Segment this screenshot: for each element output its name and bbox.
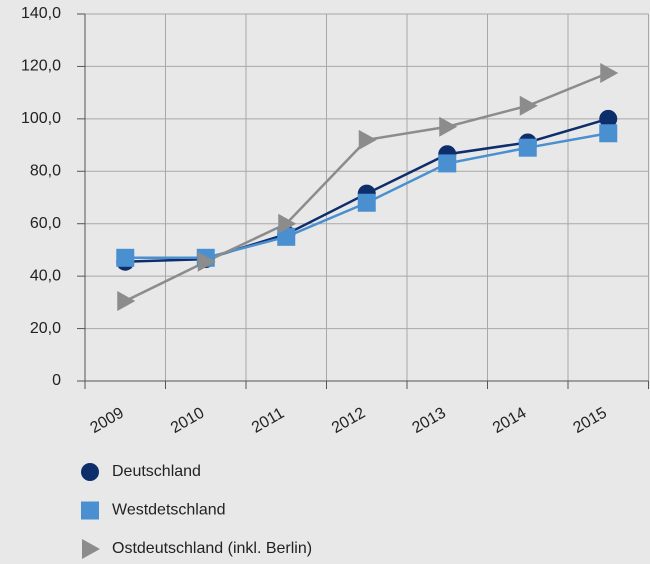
- y-tick-label: 40,0: [30, 267, 61, 284]
- x-tick-label: 2010: [168, 404, 207, 437]
- marker: [116, 248, 135, 267]
- marker: [599, 109, 618, 128]
- legend-marker: [82, 539, 100, 559]
- marker: [278, 213, 297, 234]
- marker: [600, 62, 619, 83]
- legend-label: Westdetschland: [112, 502, 226, 519]
- marker: [358, 129, 377, 150]
- marker: [277, 227, 296, 246]
- marker: [599, 124, 618, 143]
- x-tick-label: 2013: [409, 404, 448, 437]
- x-tick-label: 2009: [87, 404, 126, 437]
- y-tick-label: 60,0: [30, 215, 61, 232]
- legend-marker: [81, 463, 99, 481]
- marker: [518, 138, 537, 157]
- marker: [117, 291, 136, 312]
- legend-label: Ostdeutschland (inkl. Berlin): [112, 540, 312, 557]
- legend-marker: [81, 501, 99, 520]
- x-tick-label: 2014: [490, 404, 529, 437]
- x-tick-label: 2011: [249, 405, 287, 437]
- marker: [438, 154, 457, 173]
- x-tick-label: 2015: [570, 404, 609, 437]
- marker: [357, 193, 376, 212]
- legend-label: Deutschland: [112, 463, 201, 480]
- y-tick-label: 140,0: [21, 5, 61, 22]
- marker: [197, 251, 216, 272]
- y-tick-label: 100,0: [21, 110, 61, 127]
- x-tick-label: 2012: [329, 404, 368, 437]
- y-tick-label: 120,0: [21, 58, 61, 75]
- y-tick-label: 80,0: [30, 163, 61, 180]
- y-tick-label: 0: [52, 372, 61, 389]
- marker: [439, 116, 458, 137]
- marker: [519, 95, 538, 116]
- y-tick-label: 20,0: [30, 320, 61, 337]
